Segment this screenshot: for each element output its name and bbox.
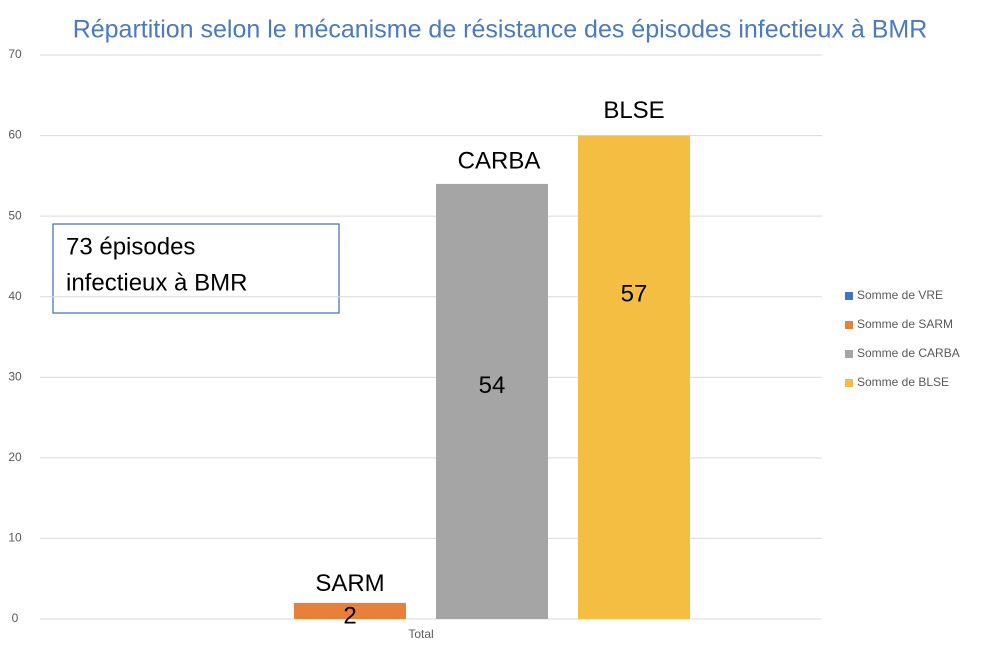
box-text: 73 épisodes bbox=[66, 233, 195, 260]
annotation-box bbox=[52, 223, 340, 314]
legend-label: Somme de CARBA bbox=[857, 346, 960, 360]
bar bbox=[294, 602, 406, 619]
data-label: 54 bbox=[479, 372, 506, 399]
y-tick-label: 50 bbox=[8, 208, 22, 222]
legend-label: Somme de BLSE bbox=[857, 375, 949, 389]
annotation: 57 bbox=[621, 280, 648, 307]
legend-label: Somme de SARM bbox=[857, 317, 953, 331]
legend-swatch bbox=[845, 292, 853, 300]
y-tick-label: 0 bbox=[12, 611, 19, 625]
y-tick-label: 20 bbox=[8, 450, 22, 464]
chart-title: Répartition selon le mécanisme de résist… bbox=[73, 16, 928, 44]
legend-swatch bbox=[845, 379, 853, 387]
legend-label: Somme de VRE bbox=[857, 288, 943, 302]
y-tick-label: 10 bbox=[8, 531, 22, 545]
x-tick-label: Total bbox=[408, 627, 433, 641]
legend-swatch bbox=[845, 350, 853, 358]
annotation: BLSE bbox=[603, 97, 664, 124]
annotation: CARBA bbox=[458, 147, 541, 174]
annotation: SARM bbox=[315, 570, 384, 597]
y-tick-label: 70 bbox=[8, 47, 22, 61]
y-tick-label: 60 bbox=[8, 128, 22, 142]
y-tick-label: 40 bbox=[8, 289, 22, 303]
data-label: 2 bbox=[343, 602, 356, 629]
box-text: infectieux à BMR bbox=[66, 269, 247, 296]
y-tick-label: 30 bbox=[8, 369, 22, 383]
bar bbox=[436, 183, 548, 619]
legend-swatch bbox=[845, 321, 853, 329]
bar bbox=[578, 135, 690, 620]
